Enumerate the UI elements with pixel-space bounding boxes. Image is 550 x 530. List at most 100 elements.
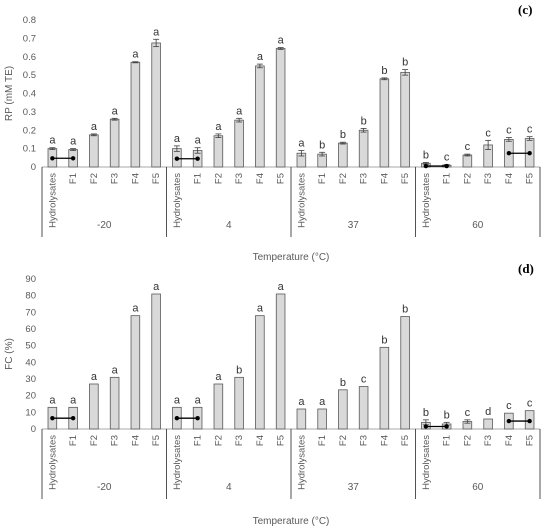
category-label: F3 — [110, 173, 121, 184]
bracket-dot — [527, 151, 532, 156]
significance-letter: a — [195, 135, 202, 147]
significance-letter: a — [153, 26, 160, 38]
chart-panel-d: (d) 0 10 20 30 40 50 60 70 80 90 FC (%) a Hydrolysate… — [4, 261, 541, 527]
error-bar — [526, 136, 533, 141]
significance-letter: b — [423, 149, 429, 161]
bracket-dot — [527, 418, 532, 424]
significance-letter: a — [174, 394, 181, 406]
significance-letter: c — [506, 125, 512, 137]
bar-37-F4 — [379, 346, 390, 430]
significance-letter: c — [444, 152, 450, 164]
error-bar — [298, 150, 305, 157]
significance-letter: a — [298, 396, 305, 408]
significance-letter: c — [465, 141, 471, 153]
group-label: -20 — [97, 482, 112, 493]
panel-label: (d) — [518, 261, 534, 276]
error-bar — [194, 147, 201, 154]
bar-4-F3 — [234, 119, 244, 168]
bar-4-F2 — [213, 383, 224, 430]
bar--20-F2 — [89, 383, 99, 430]
significance-letter: b — [444, 409, 450, 421]
y-tick-label: 30 — [25, 374, 36, 385]
chart-panel-c: (c) 0 0.1 0.2 0.3 0.4 0.5 0.6 0.7 0.8 RP (mM TE) a H… — [4, 2, 541, 263]
bar--20-F4 — [130, 61, 141, 168]
y-tick-label: 0 — [31, 162, 36, 173]
error-bar — [381, 77, 388, 81]
y-tick-label: 0 — [31, 424, 36, 435]
y-tick-label: 0.3 — [23, 107, 36, 118]
category-label: F2 — [213, 435, 224, 446]
y-tick-label: 40 — [25, 357, 36, 368]
bracket-connector — [50, 156, 76, 161]
error-bar — [402, 69, 409, 76]
y-tick-label: 20 — [25, 391, 36, 402]
significance-letter: c — [506, 400, 512, 412]
category-label: F5 — [525, 435, 536, 446]
significance-letter: a — [257, 51, 264, 63]
significance-letter: b — [381, 65, 387, 77]
error-bar — [236, 117, 243, 123]
significance-letter: d — [485, 406, 491, 418]
category-label: F5 — [525, 173, 536, 184]
bar-37-F5 — [400, 316, 410, 430]
error-bar — [215, 133, 222, 139]
category-label: Hydrolysates — [296, 435, 307, 490]
category-label: F4 — [130, 435, 141, 446]
category-label: F3 — [110, 435, 121, 446]
bar-37-F5 — [400, 71, 410, 168]
bar-4-F5 — [275, 293, 286, 430]
y-tick-label: 0.2 — [23, 125, 36, 136]
significance-letter: b — [340, 129, 346, 141]
category-label: F4 — [504, 435, 515, 446]
category-label: Hydrolysates — [421, 435, 432, 490]
x-axis-label: Temperature (°C) — [253, 252, 330, 263]
bar--20-F5 — [151, 42, 161, 168]
category-label: F1 — [68, 435, 79, 446]
group-label: -20 — [97, 220, 112, 231]
significance-letter: a — [278, 281, 285, 293]
bar-37-Hydrolysates — [296, 408, 307, 430]
category-label: F5 — [276, 173, 287, 184]
y-tick-label: 0.8 — [23, 15, 36, 26]
y-tick-label: 50 — [25, 341, 36, 352]
bracket-dot — [506, 151, 512, 156]
group-label: 37 — [348, 220, 360, 231]
category-label: F5 — [151, 173, 162, 184]
category-label: F4 — [255, 435, 266, 446]
category-label: F2 — [89, 173, 100, 184]
bar--20-F3 — [109, 118, 120, 168]
category-label: F2 — [89, 435, 100, 446]
error-bar — [360, 128, 367, 133]
bracket-dot — [195, 415, 200, 421]
error-bar — [173, 145, 180, 152]
category-label: F2 — [338, 435, 349, 446]
category-label: F1 — [68, 173, 79, 184]
bracket-connector — [506, 418, 532, 424]
bracket-connector — [174, 415, 200, 421]
significance-letter: c — [465, 407, 471, 419]
significance-letter: a — [70, 136, 77, 148]
bracket-dot — [444, 163, 449, 169]
panel-label: (c) — [518, 2, 532, 17]
y-tick-label: 0.7 — [23, 33, 36, 44]
significance-letter: b — [319, 139, 325, 151]
bar-60-F3 — [483, 418, 493, 430]
significance-letter: c — [485, 127, 491, 139]
significance-letter: a — [70, 394, 77, 406]
significance-letter: a — [215, 371, 222, 383]
category-label: Hydrolysates — [296, 173, 307, 228]
error-bar — [464, 153, 471, 157]
bracket-connector — [174, 156, 200, 161]
error-bar — [90, 133, 97, 137]
significance-letter: a — [195, 394, 202, 406]
bar-4-F4 — [255, 315, 265, 430]
group-label: 60 — [472, 482, 484, 493]
error-bar — [49, 147, 56, 150]
category-label: Hydrolysates — [172, 173, 183, 228]
significance-letter: a — [132, 49, 139, 61]
significance-letter: a — [49, 135, 56, 147]
y-tick-label: 10 — [25, 407, 36, 418]
error-bar — [505, 137, 512, 142]
category-label: F1 — [442, 173, 453, 184]
bar-60-F2 — [462, 154, 473, 168]
